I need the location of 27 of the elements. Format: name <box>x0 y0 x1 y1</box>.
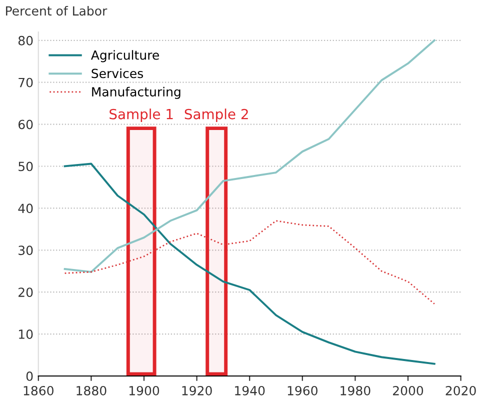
y-axis-title: Percent of Labor <box>6 6 108 16</box>
legend-label: Agriculture <box>91 50 159 62</box>
x-tick-label: 1880 <box>76 386 106 396</box>
x-tick-label: 1960 <box>288 386 318 396</box>
y-tick-label: 40 <box>18 204 33 214</box>
y-tick-label: 10 <box>19 330 33 339</box>
y-tick-label: 70 <box>18 78 33 88</box>
y-tick-label: 30 <box>18 246 33 256</box>
line-series <box>64 39 436 273</box>
line-series <box>64 220 436 305</box>
x-tick-label: 1860 <box>24 386 54 396</box>
band-label: Sample 1 <box>110 108 173 122</box>
band-label: Sample 2 <box>184 108 248 122</box>
line-series <box>64 162 436 365</box>
x-tick-label: 1940 <box>235 386 265 396</box>
x-tick-label: 2020 <box>446 386 476 396</box>
y-tick-label: 50 <box>18 162 33 172</box>
x-tick-label: 1980 <box>340 386 370 396</box>
y-tick-label: 0 <box>26 371 33 381</box>
x-tick-label: 2000 <box>393 386 424 396</box>
legend-label: Services <box>92 68 143 78</box>
x-tick-label: 1920 <box>182 386 212 396</box>
x-tick-label: 1900 <box>129 386 160 396</box>
y-tick-label: 60 <box>18 120 33 130</box>
y-tick-label: 20 <box>18 288 33 298</box>
legend-label: Manufacturing <box>92 86 180 99</box>
y-tick-label: 80 <box>18 36 33 46</box>
